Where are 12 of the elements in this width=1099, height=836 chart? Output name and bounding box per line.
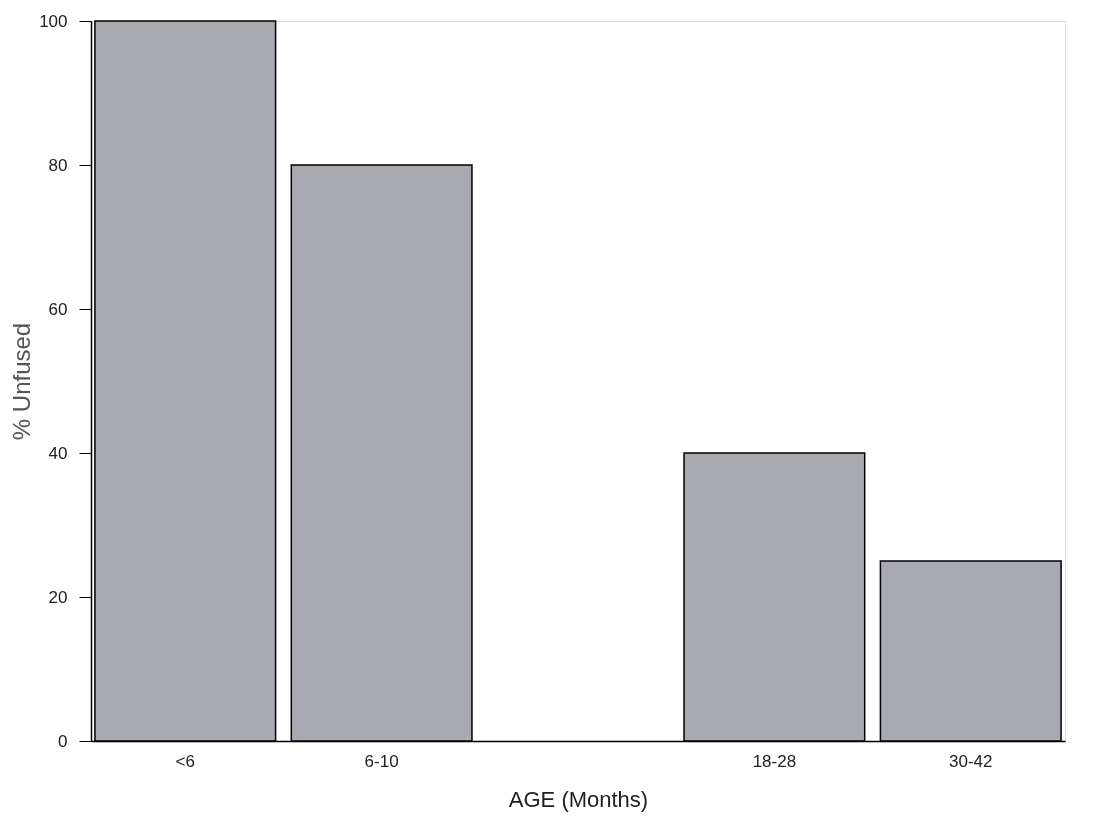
x-tick-label: 30-42 xyxy=(949,751,993,771)
y-axis-title: % Unfused xyxy=(8,322,36,441)
y-tick-label: 40 xyxy=(48,443,68,463)
y-tick-label: 100 xyxy=(39,11,68,31)
x-tick-label: 6-10 xyxy=(364,751,399,771)
x-tick-label: 18-28 xyxy=(752,751,797,771)
y-tick-label: 20 xyxy=(48,587,68,607)
y-tick-label: 80 xyxy=(48,155,68,175)
x-tick-label: <6 xyxy=(175,751,195,771)
x-axis-title: AGE (Months) xyxy=(508,786,649,812)
y-tick-label: 60 xyxy=(48,299,68,319)
y-tick-label: 0 xyxy=(58,731,68,751)
